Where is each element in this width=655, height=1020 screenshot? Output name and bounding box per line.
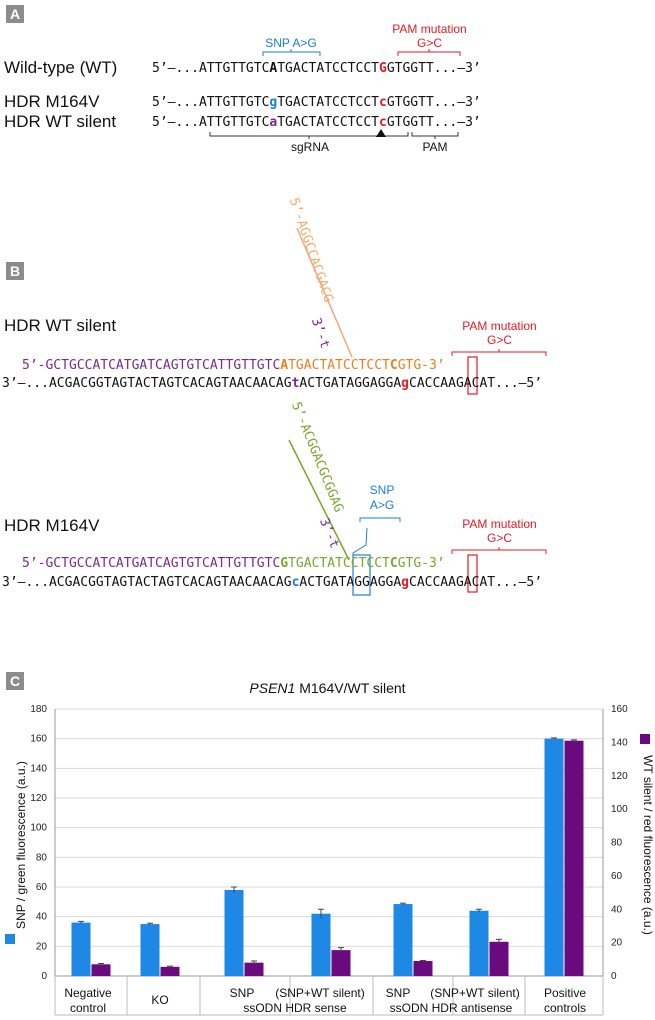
cut-site-marker	[376, 129, 386, 137]
bar-red-6	[564, 740, 584, 976]
label-hdr-wt-silent: HDR WT silent	[4, 316, 117, 335]
bar-green-5	[469, 910, 489, 976]
left-axis-legend-swatch	[5, 934, 15, 944]
left-tick-label: 100	[30, 823, 47, 834]
left-tick-label: 140	[30, 763, 47, 774]
left-tick-label: 160	[30, 734, 47, 745]
cat-snp-sense: SNP	[229, 986, 255, 1000]
right-axis-legend-swatch	[640, 734, 650, 744]
bar-green-1	[140, 924, 160, 976]
bar-green-2	[224, 889, 244, 976]
left-tick-label: 120	[30, 793, 47, 804]
row-label-wt: Wild-type (WT)	[4, 58, 118, 77]
cat-group-antisense: ssODN HDR antisense	[389, 1001, 513, 1015]
panel-label-b: B	[6, 262, 24, 280]
right-tick-label: 120	[611, 771, 628, 782]
label-hdr-m164v: HDR M164V	[4, 516, 100, 535]
cat-group-sense: ssODN HDR sense	[243, 1001, 347, 1015]
right-tick-label: 40	[611, 904, 623, 915]
right-tick-label: 0	[611, 971, 617, 982]
m164v-top-strand: 5’-GCTGCCATCATGATCAGTGTCATTGTTGTCGTGACTA…	[22, 556, 445, 571]
pam-label: PAM	[422, 140, 448, 154]
bar-red-3	[331, 950, 351, 976]
right-tick-label: 80	[611, 838, 623, 849]
bar-red-2	[244, 962, 264, 976]
bar-green-6	[544, 738, 564, 976]
right-tick-label: 60	[611, 871, 623, 882]
left-tick-label: 60	[36, 882, 48, 893]
left-tick-label: 80	[36, 852, 48, 863]
panel-label-c: C	[6, 672, 24, 690]
panel-a-brackets	[209, 49, 461, 139]
right-tick-label: 160	[611, 704, 628, 715]
snp-note: SNP A>G	[265, 36, 317, 50]
right-tick-label: 20	[611, 938, 623, 949]
bar-red-0	[91, 964, 111, 976]
seq-m164v: 5’–...ATTGTTGTCgTGACTATCCTCCTcGTGGTT...–…	[152, 95, 481, 110]
bar-red-5	[489, 941, 509, 976]
wt-top-strand: 5’-GCTGCCATCATGATCAGTGTCATTGTTGTCATGACTA…	[22, 358, 445, 373]
seq-wt: 5’–...ATTGTTGTCATGACTATCCTCCTGGTGGTT...–…	[152, 61, 481, 76]
bar-green-0	[71, 922, 91, 976]
left-tick-label: 20	[36, 941, 48, 952]
left-tick-label: 0	[41, 971, 47, 982]
panel-label-a: A	[6, 5, 24, 23]
pam-note-b-m164v: PAM mutation G>C	[462, 517, 537, 545]
right-tick-label: 140	[611, 737, 628, 748]
cat-snp-wt-antisense: (SNP+WT silent)	[430, 986, 520, 1000]
cat-positive-controls: Positive controls	[543, 986, 587, 1015]
row-label-m164v: HDR M164V	[4, 92, 100, 111]
left-tick-label: 180	[30, 704, 47, 715]
bar-red-4	[413, 960, 433, 976]
snp-note-b: SNP A>G	[369, 483, 395, 512]
cat-ko: KO	[151, 993, 169, 1007]
cat-snp-wt-sense: (SNP+WT silent)	[275, 986, 365, 1000]
row-label-wt-silent: HDR WT silent	[4, 112, 117, 131]
bar-green-4	[393, 904, 413, 976]
right-tick-label: 100	[611, 804, 628, 815]
pam-note-b-wt: PAM mutation G>C	[462, 319, 537, 347]
left-tick-label: 40	[36, 912, 48, 923]
bar-red-1	[160, 966, 180, 976]
m164v-bottom-strand: 3’–...ACGACGGTAGTACTAGTCACAGTAACAACAGcAC…	[2, 575, 543, 590]
seq-wt-silent: 5’–...ATTGTTGTCaTGACTATCCTCCTcGTGGTT...–…	[152, 115, 481, 130]
cat-snp-antisense: SNP	[385, 986, 411, 1000]
bar-green-3	[311, 913, 331, 976]
sgrna-label: sgRNA	[290, 140, 329, 154]
chart-title: PSEN1 M164V/WT silent	[249, 680, 406, 696]
wt-bottom-strand: 3’–...ACGACGGTAGTACTAGTCACAGTAACAACAGtAC…	[2, 376, 543, 391]
pam-note-a: PAM mutation G>C	[392, 22, 467, 50]
cat-negative-control: Negative control	[64, 986, 112, 1015]
